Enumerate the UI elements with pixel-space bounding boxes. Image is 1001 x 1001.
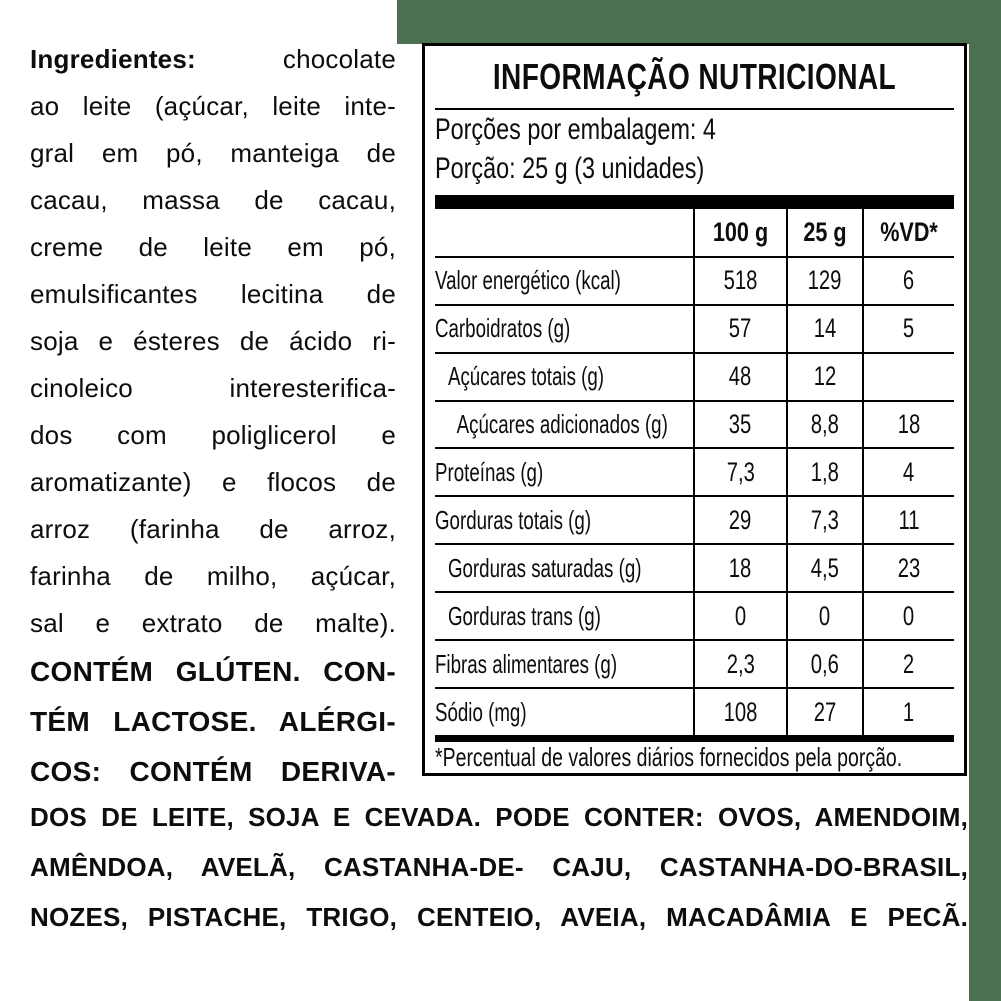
table-row: Açúcares totais (g) 48 12 xyxy=(435,351,954,400)
header-col-vd: %VD* xyxy=(862,208,954,256)
row-label: Proteínas (g) xyxy=(435,456,544,487)
value-100g: 29 xyxy=(729,504,752,535)
servings-per-package: Porções por embalagem: 4 xyxy=(435,112,716,146)
table-row: Gorduras trans (g) 0 0 0 xyxy=(435,591,954,640)
package-background-top xyxy=(397,0,1001,44)
table-row: Açúcares adicionados (g) 35 8,8 18 xyxy=(435,399,954,448)
value-25g: 14 xyxy=(813,313,837,344)
title-divider xyxy=(435,107,954,110)
row-label: Gorduras totais (g) xyxy=(435,504,592,535)
value-vd: 23 xyxy=(897,552,921,583)
table-row: Carboidratos (g) 57 14 5 xyxy=(435,303,954,352)
value-100g: 35 xyxy=(729,409,752,439)
row-label: Valor energético (kcal) xyxy=(435,265,621,296)
value-100g: 57 xyxy=(729,313,752,344)
allergen-warning-line: DOS DE LEITE, SOJA E CEVADA. PODE CONTER… xyxy=(30,802,968,832)
row-label: Gorduras saturadas (g) xyxy=(447,552,642,583)
value-100g: 2,3 xyxy=(726,648,755,679)
ingredients-line: sal e extrato de malte). xyxy=(30,608,396,638)
value-25g: 4,5 xyxy=(810,552,840,583)
value-100g: 518 xyxy=(723,265,758,296)
row-label: Açúcares adicionados (g) xyxy=(456,409,668,439)
ingredients-line: creme de leite em pó, xyxy=(30,232,396,262)
value-vd: 2 xyxy=(903,648,915,679)
ingredients-paragraph: Ingredientes: chocolate ao leite (açúcar… xyxy=(30,36,396,797)
value-100g: 0 xyxy=(734,600,747,631)
table-title: INFORMAÇÃO NUTRICIONAL xyxy=(492,55,897,97)
ingredients-line: dos com poliglicerol e xyxy=(30,420,396,450)
table-row: Gorduras totais (g) 29 7,3 11 xyxy=(435,495,954,544)
row-label: Fibras alimentares (g) xyxy=(435,648,618,679)
value-25g: 1,8 xyxy=(810,456,840,487)
allergen-warning-line: CONTÉM GLÚTEN. CON- xyxy=(30,656,396,687)
value-vd: 5 xyxy=(903,313,915,344)
ingredients-line: cacau, massa de cacau, xyxy=(30,185,396,215)
nutrition-facts-table: INFORMAÇÃO NUTRICIONAL Porções por embal… xyxy=(422,43,967,776)
value-100g: 48 xyxy=(729,361,752,392)
table-row: Sódio (mg) 108 27 1 xyxy=(435,687,954,735)
table-row: Valor energético (kcal) 518 129 6 xyxy=(435,255,954,304)
allergen-warning-line: TÉM LACTOSE. ALÉRGI- xyxy=(30,706,396,737)
table-row: Fibras alimentares (g) 2,3 0,6 2 xyxy=(435,639,954,688)
value-vd: 1 xyxy=(903,696,915,727)
ingredients-line: aromatizante) e flocos de xyxy=(30,467,396,497)
ingredients-line: farinha de milho, açúcar, xyxy=(30,561,396,591)
serving-size: Porção: 25 g (3 unidades) xyxy=(435,151,705,185)
table-header-row: 100 g 25 g %VD* xyxy=(435,208,954,256)
allergen-warning-paragraph: DOS DE LEITE, SOJA E CEVADA. PODE CONTER… xyxy=(30,792,968,942)
ingredients-line: gral em pó, manteiga de xyxy=(30,138,396,168)
value-25g: 27 xyxy=(813,696,837,727)
allergen-warning-line: COS: CONTÉM DERIVA- xyxy=(30,756,396,787)
ingredients-line: emulsificantes lecitina de xyxy=(30,279,396,309)
thick-divider-bar xyxy=(435,194,954,209)
value-25g: 12 xyxy=(813,361,837,392)
table-row: Proteínas (g) 7,3 1,8 4 xyxy=(435,447,954,496)
value-vd: 4 xyxy=(903,456,915,487)
ingredients-line: cinoleico interesterifica- xyxy=(30,373,396,403)
value-100g: 18 xyxy=(729,552,752,583)
value-100g: 108 xyxy=(723,696,758,727)
ingredients-line: Ingredientes: chocolate xyxy=(30,36,396,83)
ingredients-line: arroz (farinha de arroz, xyxy=(30,514,396,544)
value-25g: 129 xyxy=(808,265,842,296)
value-vd: 18 xyxy=(897,409,921,439)
ingredients-line: soja e ésteres de ácido ri- xyxy=(30,326,396,356)
ingredients-line: ao leite (açúcar, leite inte- xyxy=(30,91,396,121)
row-label: Carboidratos (g) xyxy=(435,313,571,344)
table-row: Gorduras saturadas (g) 18 4,5 23 xyxy=(435,543,954,592)
header-col-100g: 100 g xyxy=(693,208,786,256)
allergen-warning-line: NOZES, PISTACHE, TRIGO, CENTEIO, AVEIA, … xyxy=(30,902,968,932)
header-col-25g: 25 g xyxy=(786,208,862,256)
value-25g: 8,8 xyxy=(810,409,840,439)
package-background-right xyxy=(969,0,1001,1001)
value-vd: 6 xyxy=(903,265,915,296)
allergen-warning-line: AMÊNDOA, AVELÃ, CASTANHA-DE- CAJU, CASTA… xyxy=(30,852,968,882)
value-100g: 7,3 xyxy=(726,456,755,487)
value-vd: 11 xyxy=(898,504,920,535)
ingredients-text: chocolate xyxy=(282,44,396,74)
table-footnote: *Percentual de valores diários fornecido… xyxy=(435,741,903,772)
value-25g: 0,6 xyxy=(810,648,840,679)
value-vd: 0 xyxy=(903,600,915,631)
value-25g: 7,3 xyxy=(810,504,840,535)
row-label: Gorduras trans (g) xyxy=(447,600,601,631)
bottom-divider-bar xyxy=(435,735,954,742)
ingredients-heading: Ingredientes: xyxy=(30,44,196,74)
row-label: Sódio (mg) xyxy=(435,696,527,727)
header-empty-cell xyxy=(435,209,693,256)
value-25g: 0 xyxy=(819,600,831,631)
row-label: Açúcares totais (g) xyxy=(447,361,605,392)
